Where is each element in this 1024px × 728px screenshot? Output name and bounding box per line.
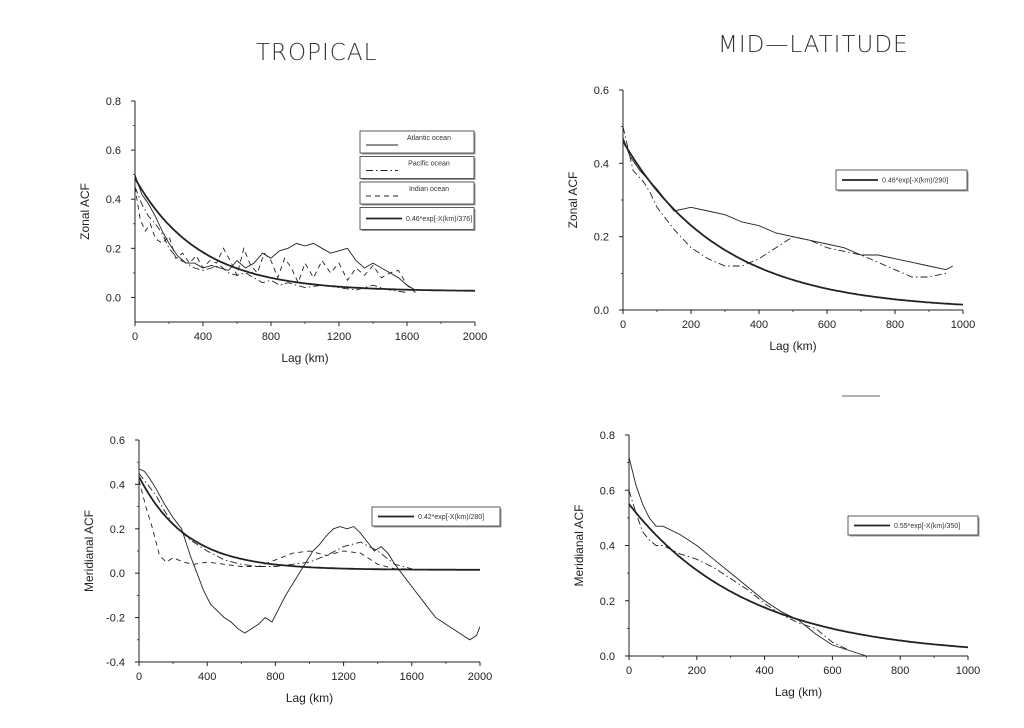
legend-box (359, 181, 475, 205)
legend-box (359, 156, 475, 179)
legend-label: 0.55*exp[-X(km)/350] (894, 523, 960, 530)
x-tick-label: 200 (682, 319, 700, 331)
plot-area (629, 456, 968, 656)
series-line-thin (135, 174, 416, 291)
x-tick-label: 0 (132, 331, 138, 343)
series-line-dashdot (629, 490, 850, 651)
chart-trop_merid: 0 400 800 1200 1600 2000 -0.4 -0.2 0.0 0.2 0.4 0.6 L… (82, 435, 502, 705)
y-axis-label: Zonal ACF (566, 172, 580, 229)
legend-entry: 0.55*exp[-X(km)/350] (847, 515, 980, 537)
series-line-dashed (135, 186, 416, 293)
x-tick-label: 600 (823, 665, 841, 677)
series-line-fit (629, 503, 968, 649)
y-tick-label: 0.2 (106, 243, 121, 255)
x-axis-label: Lag (km) (775, 685, 822, 699)
series-line-dashdot (139, 473, 412, 570)
legend-entry: 0.42*exp[-X(km)/280] (371, 506, 502, 528)
series-line-dashdot (623, 126, 947, 278)
legend-label: Atlantic ocean (407, 135, 451, 142)
y-tick-label: 0.6 (594, 85, 609, 97)
y-tick-label: 0.0 (600, 651, 615, 663)
x-tick-label: 2000 (463, 331, 487, 343)
y-tick-label: -0.2 (106, 613, 125, 625)
legend-entry: Atlantic ocean (359, 130, 476, 155)
y-tick-label: 0.4 (106, 194, 121, 206)
y-tick-label: 0.4 (594, 158, 609, 170)
x-tick-label: 400 (198, 671, 216, 683)
chart-trop_zonal: 0 400 800 1200 1600 2000 0.0 0.2 0.4 0.6 0.8 Lag (k… (78, 96, 487, 365)
y-tick-label: 0.4 (110, 479, 125, 491)
x-tick-label: 200 (688, 665, 706, 677)
x-tick-label: 1000 (956, 665, 980, 677)
x-tick-label: 1200 (327, 331, 351, 343)
legend-entry: Indian ocean (359, 181, 476, 206)
y-tick-label: 0.6 (106, 145, 121, 157)
legend-entry: 0.46*exp[-X(km)/290] (835, 169, 969, 192)
legend-box (371, 506, 501, 527)
x-tick-label: 600 (818, 319, 836, 331)
y-axis-label: Meridianal ACF (572, 504, 586, 586)
x-tick-label: 400 (750, 319, 768, 331)
x-tick-label: 0 (136, 671, 142, 683)
legend-box (847, 515, 979, 536)
series-line-fit (623, 140, 963, 306)
y-tick-label: -0.4 (106, 657, 125, 669)
plot-area (623, 126, 963, 306)
chart-mid_merid: 0 200 400 600 800 1000 0.0 0.2 0.4 0.6 0.8 Lag (km)… (572, 430, 980, 699)
mid-latitude-heading: MID—LATITUDE (718, 32, 909, 58)
x-tick-label: 800 (266, 671, 284, 683)
tropical-heading: TROPICAL (256, 40, 378, 66)
x-tick-label: 800 (891, 665, 909, 677)
y-axis-label: Meridianal ACF (82, 510, 96, 592)
y-tick-label: 0.2 (600, 596, 615, 608)
x-tick-label: 0 (620, 319, 626, 331)
legend-label: Pacific ocean (408, 161, 450, 168)
y-tick-label: 0.4 (600, 541, 615, 553)
y-axis-label: Zonal ACF (78, 183, 92, 240)
y-tick-label: 0.6 (600, 485, 615, 497)
series-line-thin (623, 137, 954, 271)
series-line-fit (139, 476, 480, 571)
legend-box (359, 130, 475, 154)
series-line-dashed (139, 479, 412, 570)
chart-mid_zonal: 0 200 400 600 800 1000 0.0 0.2 0.4 0.6 Lag (km) Zon… (566, 85, 975, 353)
y-tick-label: 0.8 (106, 96, 121, 108)
x-axis-label: Lag (km) (281, 351, 328, 365)
series-line-thin (139, 468, 480, 641)
x-tick-label: 1000 (951, 319, 975, 331)
x-axis-label: Lag (km) (286, 691, 333, 705)
legend-entry: Pacific ocean (359, 156, 476, 180)
x-tick-label: 1600 (400, 671, 424, 683)
x-tick-label: 1200 (331, 671, 355, 683)
legend-box (835, 169, 968, 191)
legend-box (359, 207, 475, 230)
x-tick-label: 2000 (468, 671, 492, 683)
legend-label: 0.42*exp[-X(km)/280] (418, 514, 484, 521)
legend-label: 0.46*exp[-X(km)/290] (882, 178, 948, 185)
series-line-thin (629, 456, 867, 656)
y-tick-label: 0.2 (594, 232, 609, 244)
legend-label: 0.46*exp[-X(km)/376] (406, 216, 472, 223)
x-tick-label: 800 (886, 319, 904, 331)
legend-entry: 0.46*exp[-X(km)/376] (359, 207, 476, 231)
series-line-fit (135, 177, 475, 292)
y-tick-label: 0.0 (594, 305, 609, 317)
y-tick-label: 0.8 (600, 430, 615, 442)
legend-label: Indian ocean (409, 186, 449, 193)
plot-area (135, 174, 475, 293)
y-tick-label: 0.0 (110, 568, 125, 580)
x-tick-label: 400 (194, 331, 212, 343)
x-tick-label: 0 (626, 665, 632, 677)
plot-area (139, 468, 480, 641)
x-tick-label: 400 (755, 665, 773, 677)
x-tick-label: 1600 (395, 331, 419, 343)
y-tick-label: 0.2 (110, 524, 125, 536)
y-tick-label: 0.6 (110, 435, 125, 447)
x-tick-label: 800 (262, 331, 280, 343)
y-tick-label: 0.0 (106, 292, 121, 304)
x-axis-label: Lag (km) (769, 339, 816, 353)
